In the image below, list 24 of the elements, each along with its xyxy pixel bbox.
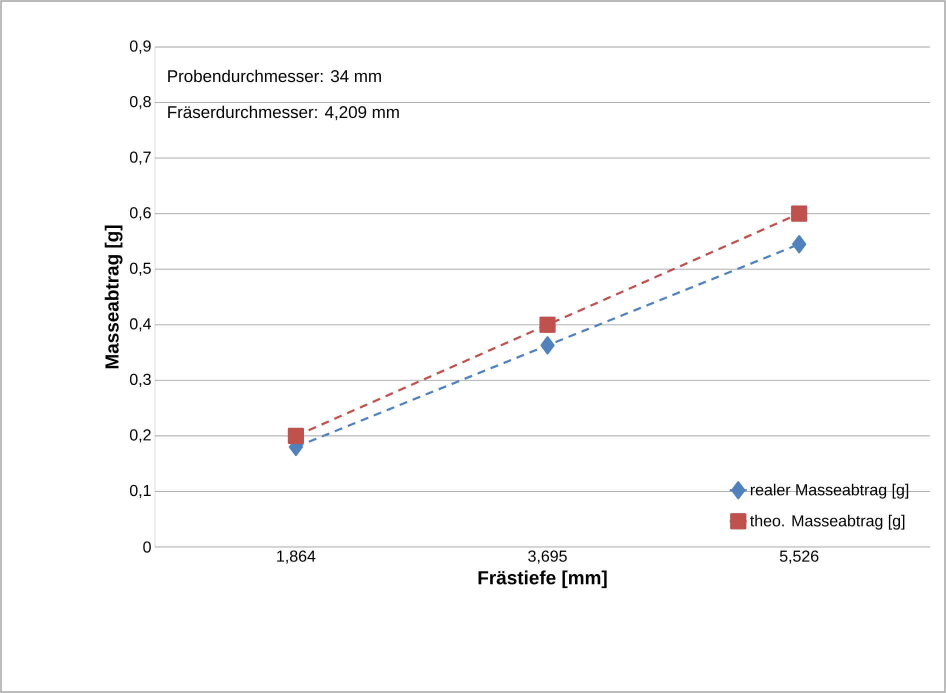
y-tick-label: 0,1: [130, 484, 151, 498]
x-tick-label: 3,695: [528, 550, 567, 564]
x-tick-label: 5,526: [780, 550, 818, 564]
point: [539, 316, 556, 333]
x-axis-title: Frästiefe [mm]: [478, 570, 607, 588]
y-tick-label: 0: [143, 541, 151, 553]
legend-label: theo. Masseabtrag [g]: [750, 514, 904, 530]
point: [288, 428, 304, 444]
y-tick-label: 0,4: [130, 318, 152, 332]
point: [791, 206, 808, 222]
point: [792, 235, 806, 254]
annotation: Fräserdurchmesser: 4,209 mm: [168, 106, 399, 120]
y-tick-label: 0,5: [130, 262, 151, 276]
legend-label: realer Masseabtrag [g]: [750, 484, 908, 499]
y-tick-label: 0,3: [130, 374, 151, 387]
point: [540, 336, 555, 354]
y-axis-title: Masseabtrag [g]: [104, 226, 122, 368]
y-tick-label: 0,9: [130, 40, 151, 54]
x-tick-label: 1,864: [277, 550, 316, 564]
y-tick-label: 0,2: [130, 429, 151, 442]
y-tick-label: 0,7: [130, 152, 151, 165]
y-tick-label: 0,6: [130, 207, 151, 220]
annotation: Probendurchmesser: 34 mm: [168, 70, 381, 82]
y-tick-label: 0,8: [130, 96, 151, 110]
